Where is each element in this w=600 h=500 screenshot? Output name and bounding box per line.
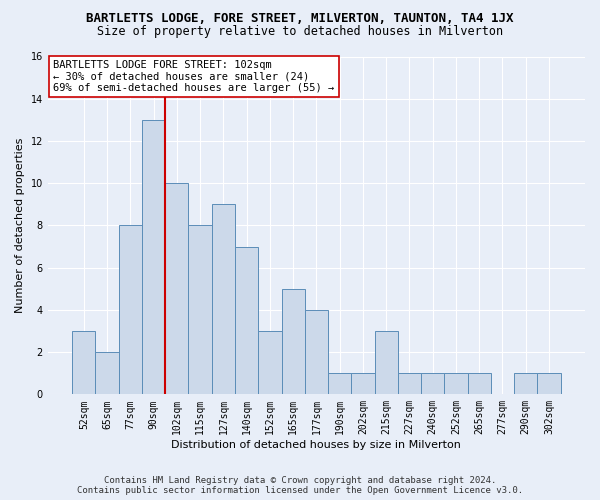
Bar bbox=[351, 373, 374, 394]
Bar bbox=[421, 373, 445, 394]
Text: BARTLETTS LODGE FORE STREET: 102sqm
← 30% of detached houses are smaller (24)
69: BARTLETTS LODGE FORE STREET: 102sqm ← 30… bbox=[53, 60, 334, 93]
Bar bbox=[445, 373, 467, 394]
Bar bbox=[538, 373, 560, 394]
X-axis label: Distribution of detached houses by size in Milverton: Distribution of detached houses by size … bbox=[172, 440, 461, 450]
Bar bbox=[212, 204, 235, 394]
Bar bbox=[142, 120, 165, 394]
Text: Size of property relative to detached houses in Milverton: Size of property relative to detached ho… bbox=[97, 25, 503, 38]
Bar bbox=[95, 352, 119, 395]
Bar bbox=[188, 226, 212, 394]
Bar bbox=[374, 331, 398, 394]
Bar bbox=[258, 331, 281, 394]
Bar bbox=[467, 373, 491, 394]
Y-axis label: Number of detached properties: Number of detached properties bbox=[15, 138, 25, 313]
Text: BARTLETTS LODGE, FORE STREET, MILVERTON, TAUNTON, TA4 1JX: BARTLETTS LODGE, FORE STREET, MILVERTON,… bbox=[86, 12, 514, 26]
Bar bbox=[305, 310, 328, 394]
Bar bbox=[165, 183, 188, 394]
Bar bbox=[398, 373, 421, 394]
Bar bbox=[119, 226, 142, 394]
Bar bbox=[235, 246, 258, 394]
Bar bbox=[72, 331, 95, 394]
Bar bbox=[328, 373, 351, 394]
Bar bbox=[514, 373, 538, 394]
Bar bbox=[281, 289, 305, 395]
Text: Contains HM Land Registry data © Crown copyright and database right 2024.
Contai: Contains HM Land Registry data © Crown c… bbox=[77, 476, 523, 495]
